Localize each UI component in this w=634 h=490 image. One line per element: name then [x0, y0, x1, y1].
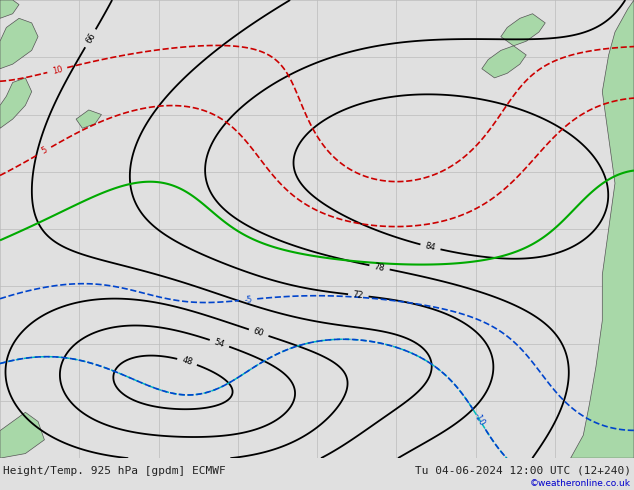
Text: Height/Temp. 925 hPa [gpdm] ECMWF: Height/Temp. 925 hPa [gpdm] ECMWF: [3, 466, 226, 476]
Text: 10: 10: [51, 64, 63, 75]
Text: 72: 72: [353, 290, 364, 300]
Text: Tu 04-06-2024 12:00 UTC (12+240): Tu 04-06-2024 12:00 UTC (12+240): [415, 466, 631, 476]
Text: 60: 60: [252, 327, 265, 339]
Text: ©weatheronline.co.uk: ©weatheronline.co.uk: [530, 479, 631, 489]
Text: -5: -5: [243, 295, 252, 305]
Text: 54: 54: [213, 337, 226, 349]
Text: 5: 5: [40, 146, 49, 156]
Text: 78: 78: [373, 262, 385, 273]
Text: 48: 48: [181, 356, 193, 368]
Text: 84: 84: [424, 242, 437, 253]
Text: -10: -10: [472, 411, 486, 427]
Text: 66: 66: [84, 31, 97, 45]
